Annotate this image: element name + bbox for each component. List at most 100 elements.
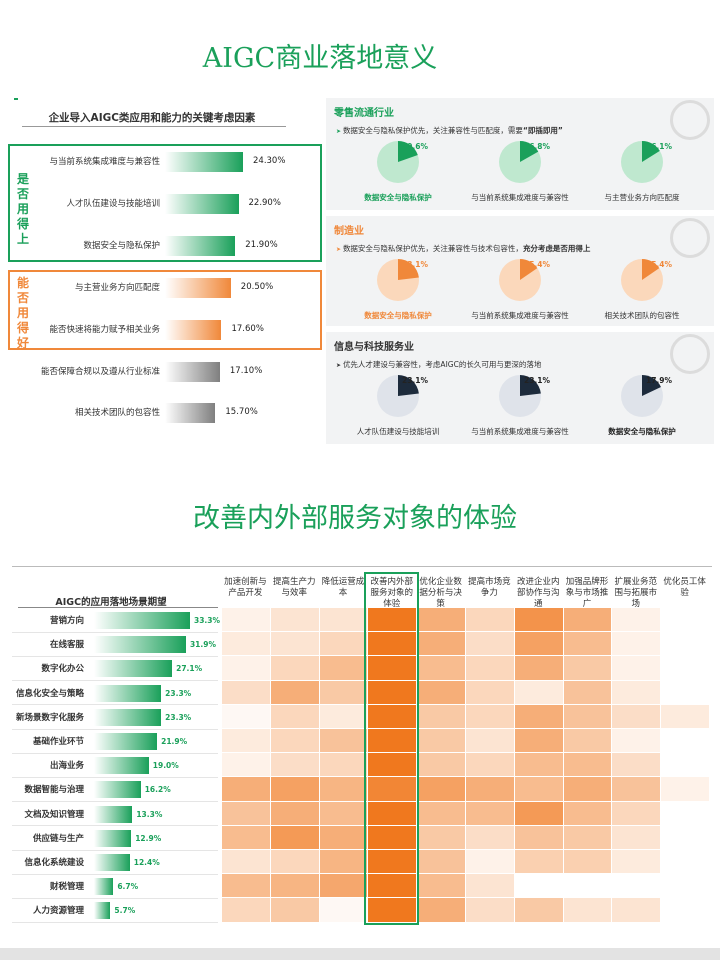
pie-value: 23.1% [524,376,551,385]
sector-description-emphasis: 充分考虑是否用得上 [522,244,591,253]
heatmap-cell [222,608,270,632]
pie-slice [642,259,660,280]
heatmap-cell [270,874,319,898]
heatmap-cell [222,874,270,898]
heatmap-row-separator [12,897,218,899]
factor-bar [165,362,220,382]
heatmap-row-bar [94,636,186,654]
pie-chart [377,259,419,301]
factor-value: 20.50% [240,282,274,292]
sector-description-text: 数据安全与隐私保护优先，关注兼容性与匹配度，需要 [342,126,523,135]
heatmap-row-separator [12,776,218,778]
heatmap-cell [661,777,709,801]
factor-value: 17.60% [231,324,264,334]
heatmap-cell [368,898,417,922]
heatmap-cell [612,680,661,704]
heatmap-row-separator [12,680,218,682]
heatmap-cell [563,729,612,753]
heatmap-cell [661,680,709,704]
heatmap-cell [319,825,368,849]
heatmap-cell [319,850,368,874]
factor-label: 与主营业务方向匹配度 [74,283,160,293]
heatmap-cell [514,850,563,874]
heatmap-cell [563,632,612,656]
heatmap-row-separator [12,728,218,730]
heatmap-row-label: 供应链与生产 [32,833,84,844]
factor-panel-title: 企业导入AIGC类应用和能力的关键考虑因素 [48,112,256,124]
factor-label: 数据安全与隐私保护 [83,241,160,251]
heatmap-cell [368,801,417,825]
pie-value: 17.9% [646,376,673,385]
heatmap-row-bar [94,757,149,775]
heatmap-cell [319,801,368,825]
heatmap-row-label: 基础作业环节 [32,737,84,747]
heatmap-cell [319,704,368,728]
heatmap-cell [466,729,514,753]
heatmap-cell [612,753,661,777]
heatmap-row-separator [12,631,218,633]
factor-label: 能否保障合规以及遵从行业标准 [40,367,160,377]
heatmap-row-value: 6.7% [117,882,139,892]
heatmap-cell [514,632,563,656]
heatmap-cell [563,874,612,898]
heatmap-cell [417,874,465,898]
heatmap-row-label: 数字化办公 [41,664,84,675]
pie-label: 与当前系统集成难度与兼容性 [471,427,569,436]
heatmap-cell [563,704,612,728]
heatmap-row-bar [94,708,162,726]
heatmap-row-value: 31.9% [189,640,216,650]
heatmap-row-label: 出海业务 [49,761,84,772]
heatmap-column-header: 提高生产力与效率 [272,577,316,598]
heatmap-highlight-column [364,572,420,925]
pie-slice [398,375,419,396]
heatmap-row-value: 16.2% [144,785,171,795]
heatmap-row-separator [12,849,218,851]
pie-slice [520,141,539,162]
heatmap-cell [514,729,563,753]
heatmap-row-separator [12,704,218,706]
heatmap-row-bar [94,805,133,823]
heatmap-cell [612,704,661,728]
heatmap-cell [612,850,661,874]
heatmap-row-value: 33.3% [194,616,221,625]
heatmap-cell [466,680,514,704]
heatmap-cell [319,656,368,680]
pie-chart [621,141,663,183]
heatmap-cell [417,680,465,704]
factor-title-underline [22,126,286,127]
heatmap-cell [563,898,612,922]
heatmap-row-label: 财税管理 [49,882,84,893]
sector-watermark-icon [670,100,710,140]
heatmap-row-bar [94,781,141,799]
heatmap-cell [466,753,514,777]
heatmap-cell [270,753,319,777]
heatmap-title-underline [18,607,218,608]
pie-label: 数据安全与隐私保护 [608,427,676,436]
heatmap-cell [661,753,709,777]
pie-label: 数据安全与隐私保护 [364,193,432,202]
heatmap-cell [612,801,661,825]
pie-label: 相关技术团队的包容性 [604,311,680,320]
heatmap-cell [368,704,417,728]
pie-value: 15.4% [524,260,551,269]
sector-description: ➤ 数据安全与隐私保护优先，关注兼容性与匹配度，需要“即插即用” [336,125,563,136]
pie-chart [499,259,541,301]
heatmap-column-header: 提高市场竞争力 [468,577,511,598]
heatmap-column-header: 改善内外部服务对象的体验 [370,577,414,609]
heatmap-cell [661,656,709,680]
group-box-usable [8,144,322,262]
factor-label: 能否快速将能力赋予相关业务 [49,325,160,335]
heatmap-cell [417,656,465,680]
heatmap-cell [661,704,709,728]
heatmap-cell [417,753,465,777]
sector-title: 制造业 [334,226,364,237]
pie-slice [642,141,660,162]
factor-value: 24.30% [253,156,286,166]
heatmap-row-bar [94,660,173,678]
heatmap-cell [270,680,319,704]
heatmap-row-bar [94,684,162,702]
heatmap-cell [466,898,514,922]
pie-slice [520,259,538,280]
heatmap-row-separator [12,752,218,754]
factor-bar [165,236,236,256]
